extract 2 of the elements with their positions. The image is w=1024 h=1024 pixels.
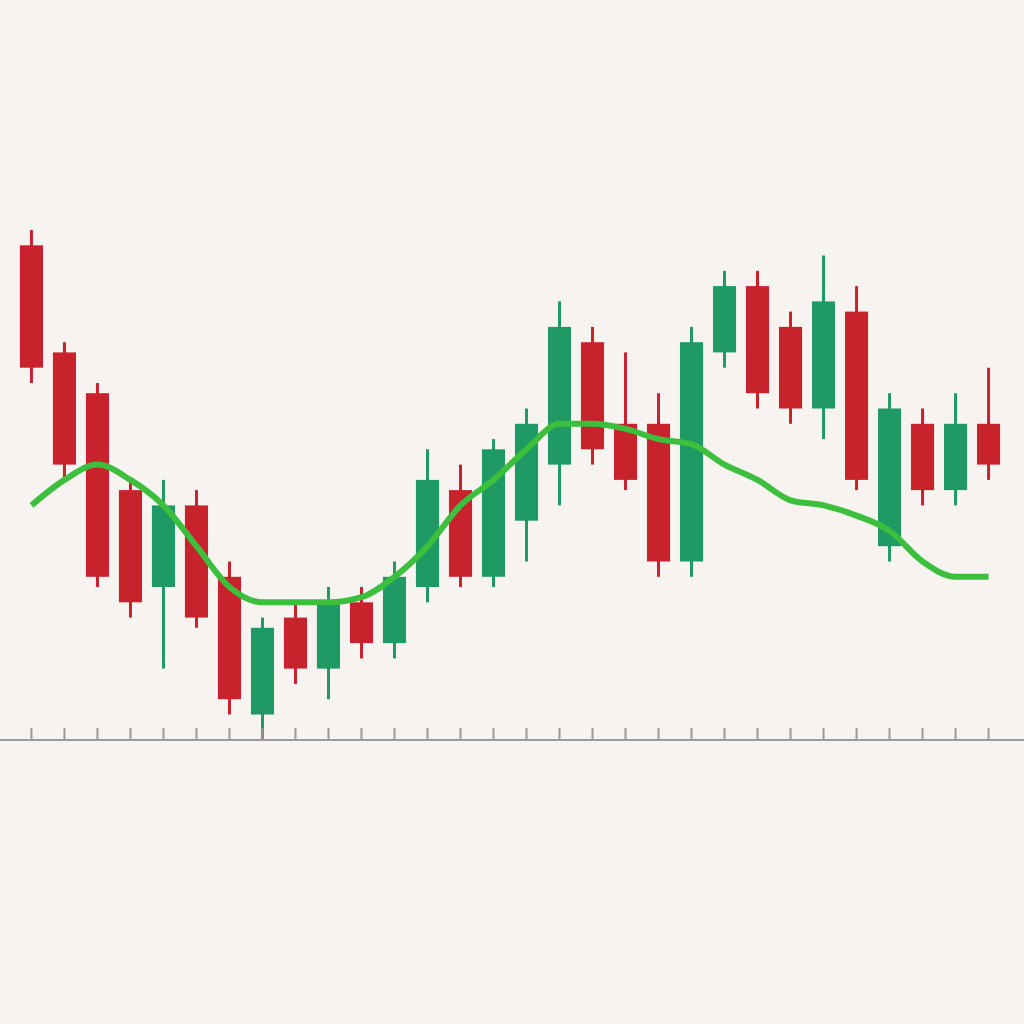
candlestick [349,585,374,660]
candlestick [977,366,1001,482]
